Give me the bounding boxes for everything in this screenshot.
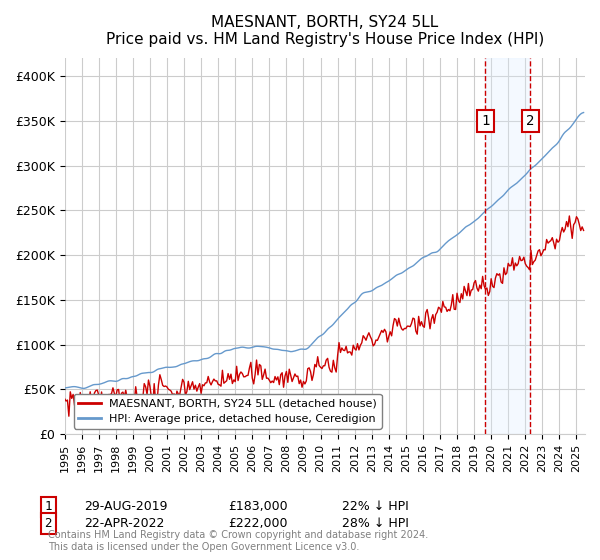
Text: £183,000: £183,000 xyxy=(228,500,287,514)
Text: 1: 1 xyxy=(481,114,490,128)
Legend: MAESNANT, BORTH, SY24 5LL (detached house), HPI: Average price, detached house, : MAESNANT, BORTH, SY24 5LL (detached hous… xyxy=(74,394,382,428)
Title: MAESNANT, BORTH, SY24 5LL
Price paid vs. HM Land Registry's House Price Index (H: MAESNANT, BORTH, SY24 5LL Price paid vs.… xyxy=(106,15,544,48)
Text: £222,000: £222,000 xyxy=(228,517,287,530)
Text: 29-AUG-2019: 29-AUG-2019 xyxy=(84,500,167,514)
Text: 1: 1 xyxy=(44,500,52,514)
Text: 22-APR-2022: 22-APR-2022 xyxy=(84,517,164,530)
Text: Contains HM Land Registry data © Crown copyright and database right 2024.
This d: Contains HM Land Registry data © Crown c… xyxy=(48,530,428,552)
Bar xyxy=(485,58,530,434)
Text: 2: 2 xyxy=(526,114,535,128)
Text: 28% ↓ HPI: 28% ↓ HPI xyxy=(342,517,409,530)
Text: 22% ↓ HPI: 22% ↓ HPI xyxy=(342,500,409,514)
Text: 2: 2 xyxy=(44,517,52,530)
